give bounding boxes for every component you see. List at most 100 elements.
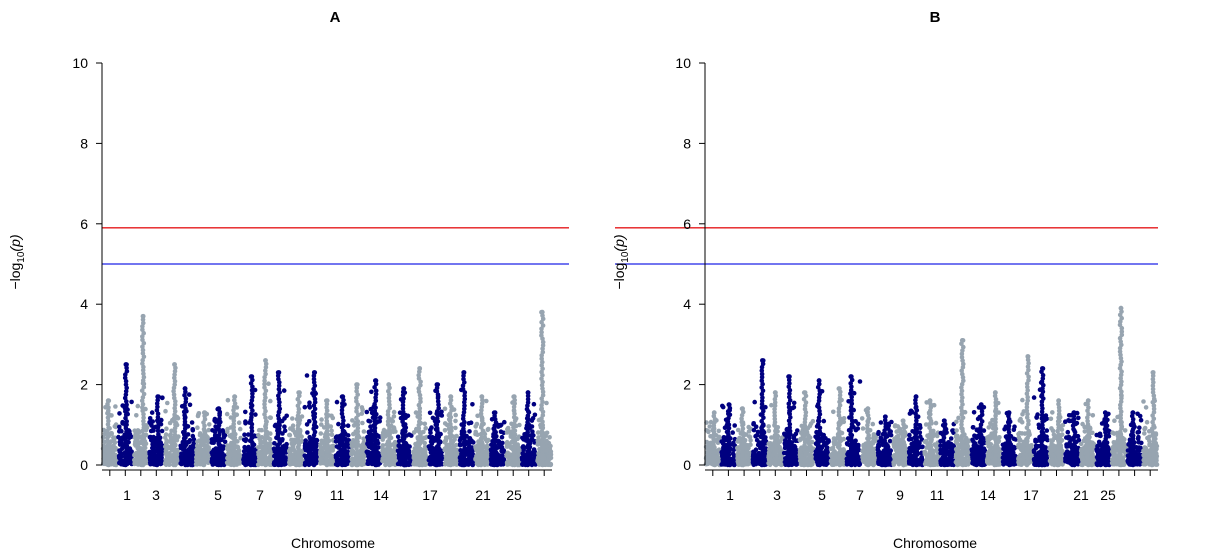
snp-point — [172, 419, 177, 424]
snp-point — [325, 425, 330, 431]
snp-point — [231, 449, 237, 454]
snp-point — [305, 458, 311, 464]
snp-point — [361, 454, 367, 459]
snp-point — [319, 417, 324, 422]
snp-point — [295, 423, 301, 428]
snp-point — [232, 435, 238, 441]
snp-point — [339, 438, 345, 444]
snp-point — [339, 462, 345, 468]
snp-point — [548, 462, 553, 468]
peak-snp-point — [448, 394, 453, 400]
x-tick-label: 3 — [152, 487, 160, 503]
snp-point — [271, 461, 277, 466]
snp-point — [168, 432, 173, 437]
snp-point — [302, 462, 308, 468]
snp-point — [406, 462, 412, 468]
peak-snp-point — [324, 398, 330, 404]
snp-point — [190, 452, 196, 458]
snp-point — [212, 435, 217, 441]
snp-point — [231, 411, 237, 417]
snp-point — [369, 389, 374, 395]
snp-point — [474, 421, 480, 427]
snp-point — [154, 442, 160, 447]
points-layer — [703, 305, 1160, 468]
snp-point — [304, 373, 310, 378]
snp-point — [467, 455, 472, 460]
snp-point — [324, 401, 330, 407]
snp-point — [155, 404, 160, 410]
snp-point — [520, 455, 526, 461]
snp-point — [735, 451, 741, 457]
snp-point — [124, 449, 129, 454]
snp-point — [171, 389, 176, 394]
snp-point — [732, 423, 737, 428]
chromosome-3-points — [132, 313, 150, 468]
snp-point — [140, 327, 145, 333]
snp-point — [744, 454, 750, 460]
snp-point — [132, 452, 138, 457]
snp-point — [364, 409, 370, 415]
snp-point — [272, 423, 278, 429]
chromosome-5-points — [766, 390, 785, 468]
snp-point — [544, 400, 549, 406]
snp-point — [311, 380, 317, 385]
snp-point — [367, 419, 373, 424]
snp-point — [808, 462, 814, 468]
snp-point — [220, 451, 225, 457]
chromosome-12-points — [271, 370, 290, 468]
x-tick-label: 17 — [422, 487, 438, 503]
snp-point — [164, 426, 169, 432]
chromosome-7-points — [797, 390, 816, 468]
snp-point — [255, 433, 261, 438]
snp-point — [141, 425, 147, 431]
snp-point — [359, 411, 365, 416]
snp-point — [423, 435, 428, 441]
peak-snp-point — [123, 362, 129, 367]
snp-point — [172, 462, 178, 468]
snp-point — [339, 435, 345, 441]
snp-point — [147, 416, 153, 421]
snp-point — [307, 419, 312, 424]
snp-point — [296, 452, 301, 458]
snp-point — [546, 454, 551, 459]
snp-point — [190, 427, 195, 432]
chromosome-4-points — [750, 358, 769, 468]
snp-point — [329, 432, 335, 438]
snp-point — [267, 442, 273, 448]
snp-point — [256, 445, 261, 450]
snp-point — [296, 433, 301, 438]
snp-point — [250, 391, 255, 396]
snp-point — [221, 431, 227, 437]
snp-point — [152, 449, 158, 455]
snp-point — [140, 368, 146, 373]
snp-point — [329, 428, 334, 434]
snp-point — [340, 404, 345, 410]
peak-snp-point — [525, 390, 531, 395]
snp-point — [808, 452, 813, 458]
snp-point — [250, 394, 255, 400]
snp-point — [101, 427, 107, 433]
x-tick-label: 5 — [214, 487, 222, 503]
snp-point — [141, 384, 147, 390]
snp-point — [730, 430, 735, 435]
snp-point — [164, 450, 170, 456]
snp-point — [236, 420, 242, 426]
snp-point — [195, 460, 201, 466]
snp-point — [172, 372, 177, 377]
snp-point — [231, 418, 237, 423]
snp-point — [263, 395, 268, 400]
snp-point — [172, 382, 177, 387]
snp-point — [473, 444, 478, 450]
snp-point — [253, 412, 258, 417]
snp-point — [262, 449, 267, 454]
snp-point — [335, 462, 340, 468]
snp-point — [498, 423, 503, 428]
snp-point — [106, 452, 112, 458]
snp-point — [263, 364, 269, 370]
snp-point — [349, 457, 355, 462]
peak-snp-point — [201, 410, 207, 416]
snp-point — [206, 427, 212, 433]
snp-point — [225, 397, 231, 403]
snp-point — [154, 408, 160, 413]
snp-point — [272, 447, 277, 452]
